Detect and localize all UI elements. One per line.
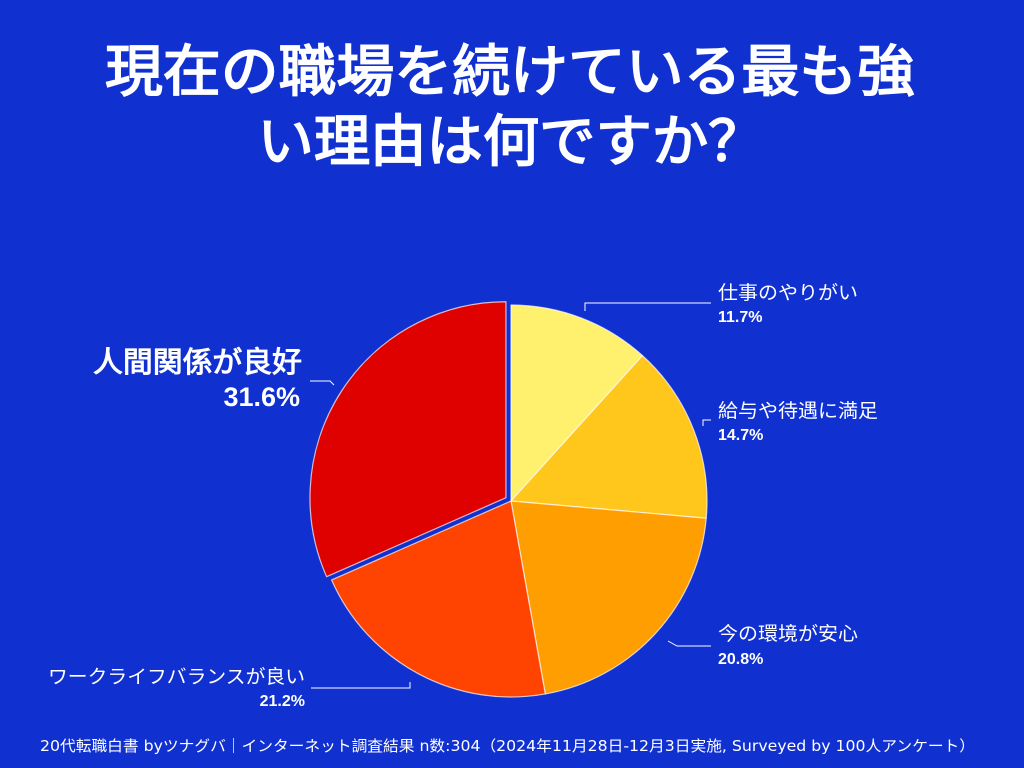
leader-line-job-satisfaction: [584, 302, 711, 311]
slice-label-work-life-balance: ワークライフバランスが良い: [48, 666, 305, 688]
leader-line-work-life-balance: [311, 682, 411, 689]
slice-value-work-life-balance: 21.2%: [260, 693, 305, 710]
pie-slice-pay-benefits: [510, 355, 708, 519]
chart-title-line-1: 現在の職場を続けている最も強: [105, 40, 915, 105]
leader-line-pay-benefits: [702, 419, 711, 426]
slice-label-environment: 今の環境が安心: [718, 623, 858, 645]
pie-slice-work-life-balance: [331, 500, 546, 698]
slice-label-pay-benefits: 給与や待遇に満足: [718, 400, 878, 422]
chart-title-line-2: い理由は何ですか？: [258, 110, 765, 175]
slice-value-pay-benefits: 14.7%: [718, 427, 763, 444]
pie-chart: [309, 301, 708, 698]
leader-line-relationships: [310, 380, 335, 386]
pie-slice-job-satisfaction: [510, 304, 644, 502]
slice-label-job-satisfaction: 仕事のやりがい: [718, 282, 858, 304]
slice-value-job-satisfaction: 11.7%: [718, 309, 762, 326]
slice-label-relationships: 人間関係が良好: [93, 345, 302, 379]
pie-slice-relationships: [309, 301, 507, 578]
leader-line-environment: [667, 640, 711, 647]
pie-slice-environment: [510, 500, 707, 695]
source-note: 20代転職白書 byツナグバ｜インターネット調査結果 n数:304（2024年1…: [40, 737, 975, 755]
slice-value-relationships: 31.6%: [223, 382, 300, 412]
slice-value-environment: 20.8%: [718, 651, 763, 668]
